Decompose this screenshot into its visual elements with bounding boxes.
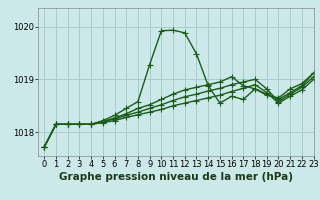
X-axis label: Graphe pression niveau de la mer (hPa): Graphe pression niveau de la mer (hPa) (59, 172, 293, 182)
